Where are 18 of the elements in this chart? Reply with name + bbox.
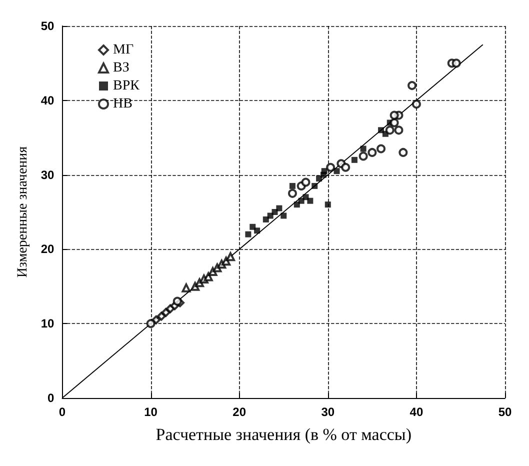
y-tick-label: 40 xyxy=(40,93,55,108)
x-tick-label: 10 xyxy=(144,405,158,419)
legend-label: МГ xyxy=(113,42,134,58)
y-axis-title: Измеренные значения xyxy=(16,146,30,278)
y-tick-label: 50 xyxy=(40,19,55,33)
legend-label: НВ xyxy=(113,96,132,112)
x-tick-label: 30 xyxy=(321,405,335,419)
x-tick-label: 20 xyxy=(232,405,246,419)
legend-label: ВРК xyxy=(113,78,140,94)
y-tick-label: 0 xyxy=(48,391,55,405)
x-axis-title: Расчетные значения (в % от массы) xyxy=(156,425,412,444)
y-tick-label: 30 xyxy=(40,168,55,182)
y-tick-label: 10 xyxy=(40,316,55,331)
x-tick-label: 0 xyxy=(58,405,66,419)
x-tick-label: 40 xyxy=(410,405,424,419)
legend-label: ВЗ xyxy=(113,60,130,76)
y-tick-label: 20 xyxy=(40,242,55,256)
x-tick-label: 50 xyxy=(498,405,512,419)
